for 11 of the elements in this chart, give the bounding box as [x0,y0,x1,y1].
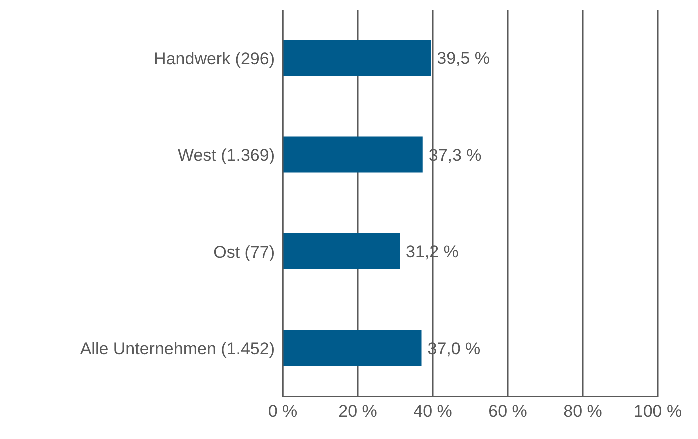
x-tick-label: 60 % [488,402,528,422]
x-tick-label: 100 % [634,402,682,422]
x-tick-label: 80 % [564,402,602,422]
y-tick-label: Ost (77) [214,242,275,262]
y-tick-label: Handwerk (296) [154,49,275,68]
y-tick-label: West (1.369) [178,146,275,166]
x-tick-label: 40 % [414,402,452,422]
x-tick-label: 0 % [268,402,298,422]
data-label: 39,5 % [437,49,490,68]
y-tick-label: Alle Unternehmen (1.452) [80,340,275,359]
x-tick-label: 20 % [338,402,378,422]
